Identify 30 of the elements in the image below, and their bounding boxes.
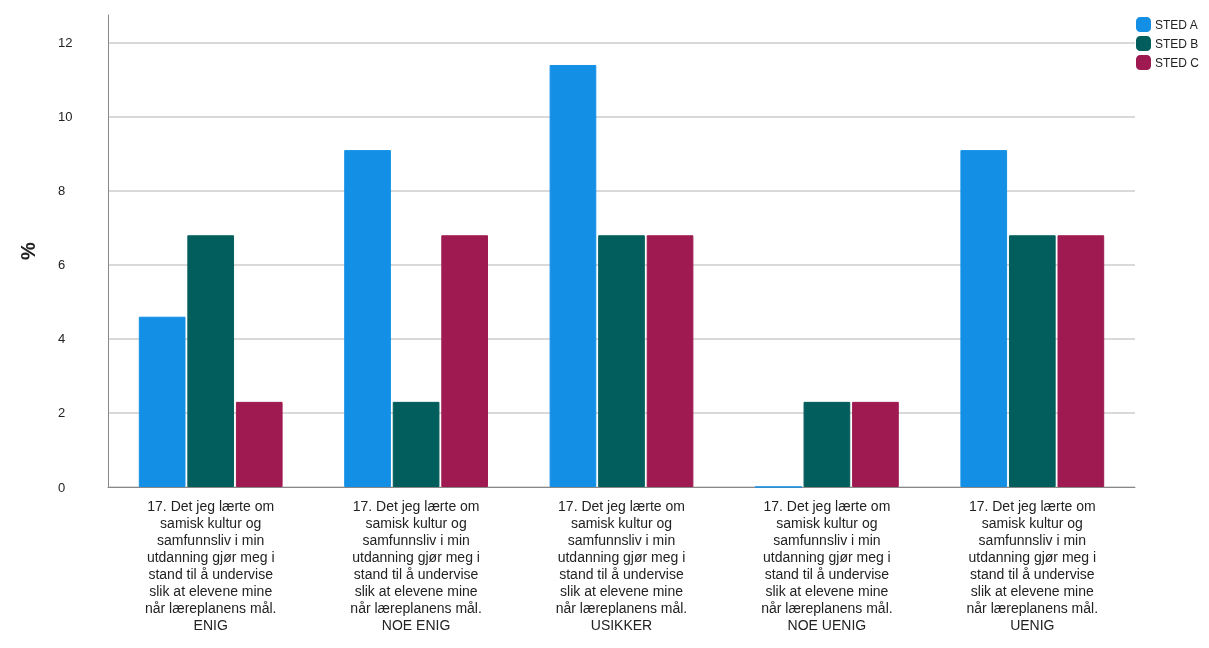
y-tick-label: 0 (58, 479, 66, 495)
legend-label: STED C (1155, 55, 1200, 70)
bar (392, 401, 440, 487)
bar (187, 235, 235, 487)
x-tick-label: 17. Det jeg lærte om samisk kultur og samfunnsliv i min utdanning gjør meg i stand til å undervise slik at elevene mine når læreplanens mål. NOE UENIG (761, 497, 893, 633)
y-tick-label: 12 (58, 35, 73, 51)
bar (344, 150, 391, 487)
bar (646, 235, 694, 487)
bar (235, 401, 283, 487)
y-tick-label: 2 (58, 405, 66, 421)
bar (1008, 235, 1056, 487)
bar (1057, 235, 1105, 487)
x-tick-label: 17. Det jeg lærte om samisk kultur og samfunnsliv i min utdanning gjør meg i stand til å undervise slik at elevene mine når læreplanens mål. UENIG (966, 497, 1099, 633)
bar (803, 401, 851, 487)
legend-label: STED B (1155, 36, 1199, 51)
bar (549, 64, 597, 487)
y-tick-label: 8 (58, 183, 66, 199)
legend-label: STED A (1155, 17, 1198, 32)
bar (960, 150, 1008, 487)
bar (138, 316, 186, 487)
y-tick-label: 4 (58, 331, 66, 347)
y-tick-label: 6 (58, 257, 66, 273)
bar (598, 235, 645, 487)
x-tick-label: 17. Det jeg lærte om samisk kultur og samfunnsliv i min utdanning gjør meg i stand til å undervise slik at elevene mine når læreplanens mål. ENIG (144, 497, 277, 633)
y-axis-title: % (17, 241, 39, 260)
bar (852, 401, 899, 487)
x-tick-label: 17. Det jeg lærte om samisk kultur og samfunnsliv i min utdanning gjør meg i stand til å undervise slik at elevene mine når læreplanens mål. USIKKER (555, 497, 688, 633)
y-tick-label: 10 (58, 109, 73, 125)
bar (441, 235, 488, 487)
x-tick-label: 17. Det jeg lærte om samisk kultur og samfunnsliv i min utdanning gjør meg i stand til å undervise slik at elevene mine når læreplanens mål. NOE ENIG (350, 497, 482, 633)
